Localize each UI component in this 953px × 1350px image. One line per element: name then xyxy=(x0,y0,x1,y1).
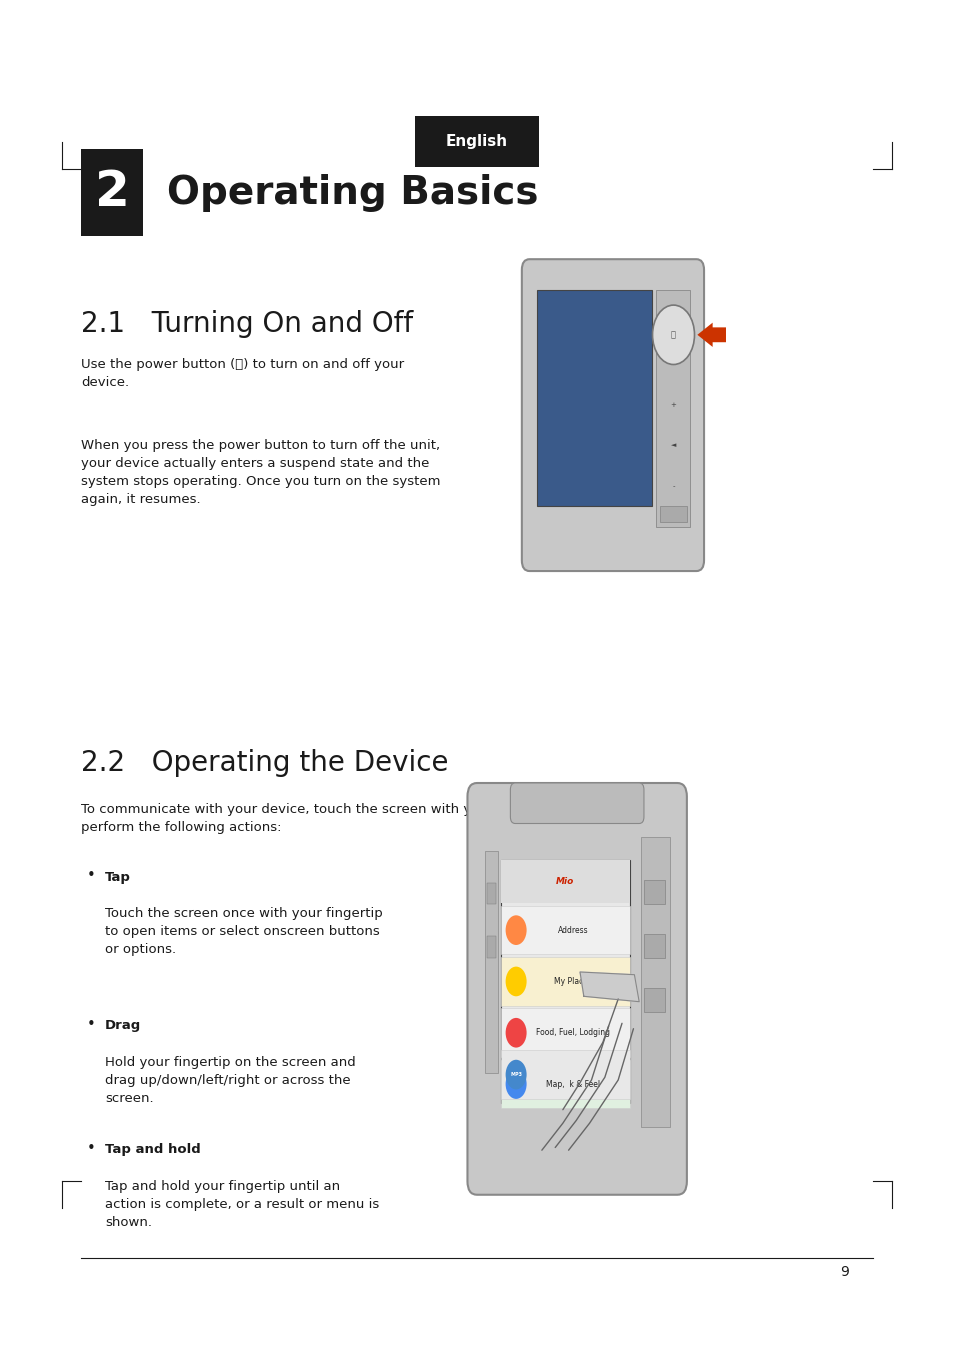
Text: -: - xyxy=(672,483,674,489)
Circle shape xyxy=(505,1060,526,1089)
Bar xyxy=(500,860,629,903)
Bar xyxy=(500,860,629,1103)
Text: Hold your fingertip on the screen and
drag up/down/left/right or across the
scre: Hold your fingertip on the screen and dr… xyxy=(105,1056,355,1104)
FancyArrow shape xyxy=(697,323,725,347)
Text: Map,  k & Feel: Map, k & Feel xyxy=(545,1080,599,1088)
Text: •: • xyxy=(87,1017,96,1031)
Bar xyxy=(537,290,651,506)
Text: Food, Fuel, Lodging: Food, Fuel, Lodging xyxy=(536,1029,609,1037)
Bar xyxy=(500,1060,629,1108)
Bar xyxy=(500,1008,629,1057)
FancyBboxPatch shape xyxy=(81,148,143,236)
Polygon shape xyxy=(579,972,639,1002)
FancyBboxPatch shape xyxy=(467,783,686,1195)
Circle shape xyxy=(505,967,526,996)
FancyBboxPatch shape xyxy=(415,116,538,167)
Bar xyxy=(643,880,664,905)
Bar xyxy=(500,1050,629,1099)
Text: Mio: Mio xyxy=(556,878,574,886)
Bar xyxy=(484,850,497,1073)
Text: Tap and hold: Tap and hold xyxy=(105,1143,200,1157)
Text: Use the power button (⏻) to turn on and off your
device.: Use the power button (⏻) to turn on and … xyxy=(81,358,404,389)
Text: 9: 9 xyxy=(840,1265,848,1278)
Circle shape xyxy=(505,915,526,945)
Text: Drag: Drag xyxy=(105,1019,141,1033)
FancyBboxPatch shape xyxy=(510,783,643,824)
Bar xyxy=(656,290,689,526)
Text: MP3: MP3 xyxy=(510,1072,521,1077)
Text: +: + xyxy=(670,402,676,408)
Bar xyxy=(500,957,629,1006)
Circle shape xyxy=(505,1069,526,1099)
Text: 2.1   Turning On and Off: 2.1 Turning On and Off xyxy=(81,310,413,339)
Bar xyxy=(500,906,629,954)
Bar xyxy=(643,988,664,1012)
Bar xyxy=(640,837,669,1127)
Text: Touch the screen once with your fingertip
to open items or select onscreen butto: Touch the screen once with your fingerti… xyxy=(105,907,382,956)
Text: 2: 2 xyxy=(94,169,130,216)
Bar xyxy=(643,934,664,958)
Text: Tap and hold your fingertip until an
action is complete, or a result or menu is
: Tap and hold your fingertip until an act… xyxy=(105,1180,378,1229)
Text: Address: Address xyxy=(557,926,588,934)
FancyBboxPatch shape xyxy=(521,259,703,571)
Text: ⏻: ⏻ xyxy=(670,331,676,339)
Text: My Places: My Places xyxy=(554,977,591,986)
Text: ◄: ◄ xyxy=(670,443,676,448)
Bar xyxy=(486,937,496,958)
Text: •: • xyxy=(87,868,96,883)
Text: Operating Basics: Operating Basics xyxy=(167,174,537,212)
Circle shape xyxy=(652,305,694,365)
Text: •: • xyxy=(87,1141,96,1156)
Text: English: English xyxy=(445,134,508,150)
Circle shape xyxy=(505,1018,526,1048)
Bar xyxy=(486,883,496,905)
Text: To communicate with your device, touch the screen with your fingertip. You can
p: To communicate with your device, touch t… xyxy=(81,803,614,834)
Text: When you press the power button to turn off the unit,
your device actually enter: When you press the power button to turn … xyxy=(81,439,440,506)
Bar xyxy=(659,506,686,522)
Text: 2.2   Operating the Device: 2.2 Operating the Device xyxy=(81,749,448,778)
Text: Tap: Tap xyxy=(105,871,131,884)
